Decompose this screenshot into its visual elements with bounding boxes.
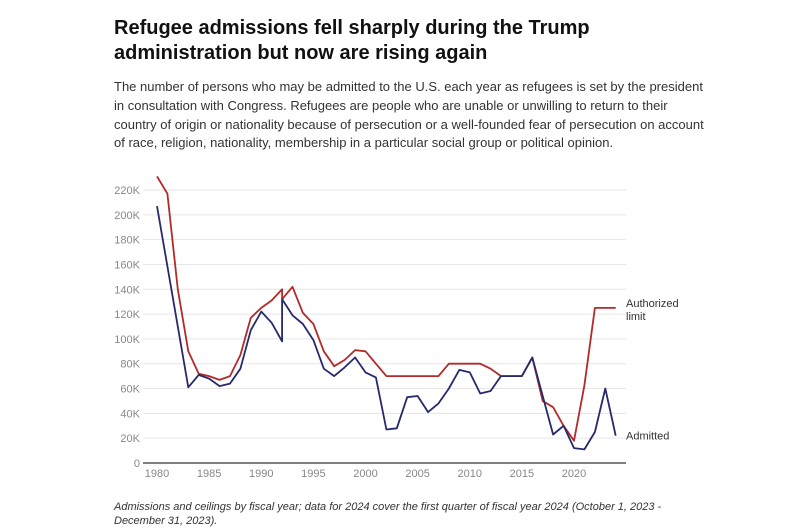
chart-subtitle: The number of persons who may be admitte… xyxy=(114,79,704,151)
y-tick-label: 180K xyxy=(114,235,140,247)
y-tick-label: 200K xyxy=(114,210,140,222)
y-tick-label: 120K xyxy=(114,309,140,321)
x-tick-label: 2015 xyxy=(510,468,534,480)
y-tick-label: 40K xyxy=(120,408,140,420)
y-tick-label: 80K xyxy=(120,359,140,371)
x-tick-label: 2010 xyxy=(458,468,482,480)
y-tick-label: 100K xyxy=(114,334,140,346)
y-tick-label: 140K xyxy=(114,284,140,296)
x-tick-label: 1985 xyxy=(197,468,221,480)
x-tick-label: 2000 xyxy=(353,468,377,480)
series-label: limit xyxy=(626,311,646,323)
x-tick-label: 2005 xyxy=(405,468,429,480)
chart-title: Refugee admissions fell sharply during t… xyxy=(114,17,590,64)
x-tick-label: 1995 xyxy=(301,468,325,480)
x-tick-label: 1980 xyxy=(145,468,169,480)
series-label: Admitted xyxy=(626,431,669,443)
y-tick-label: 160K xyxy=(114,259,140,271)
x-tick-label: 1990 xyxy=(249,468,273,480)
series-label: Authorized xyxy=(626,298,679,310)
y-tick-label: 20K xyxy=(120,433,140,445)
y-tick-label: 60K xyxy=(120,384,140,396)
chart-caption: Admissions and ceilings by fiscal year; … xyxy=(114,501,662,527)
series-line-authorized-limit xyxy=(156,175,616,442)
y-tick-label: 0 xyxy=(134,458,140,470)
series-line-admitted xyxy=(156,205,617,451)
y-tick-label: 220K xyxy=(114,185,140,197)
x-tick-label: 2020 xyxy=(562,468,586,480)
